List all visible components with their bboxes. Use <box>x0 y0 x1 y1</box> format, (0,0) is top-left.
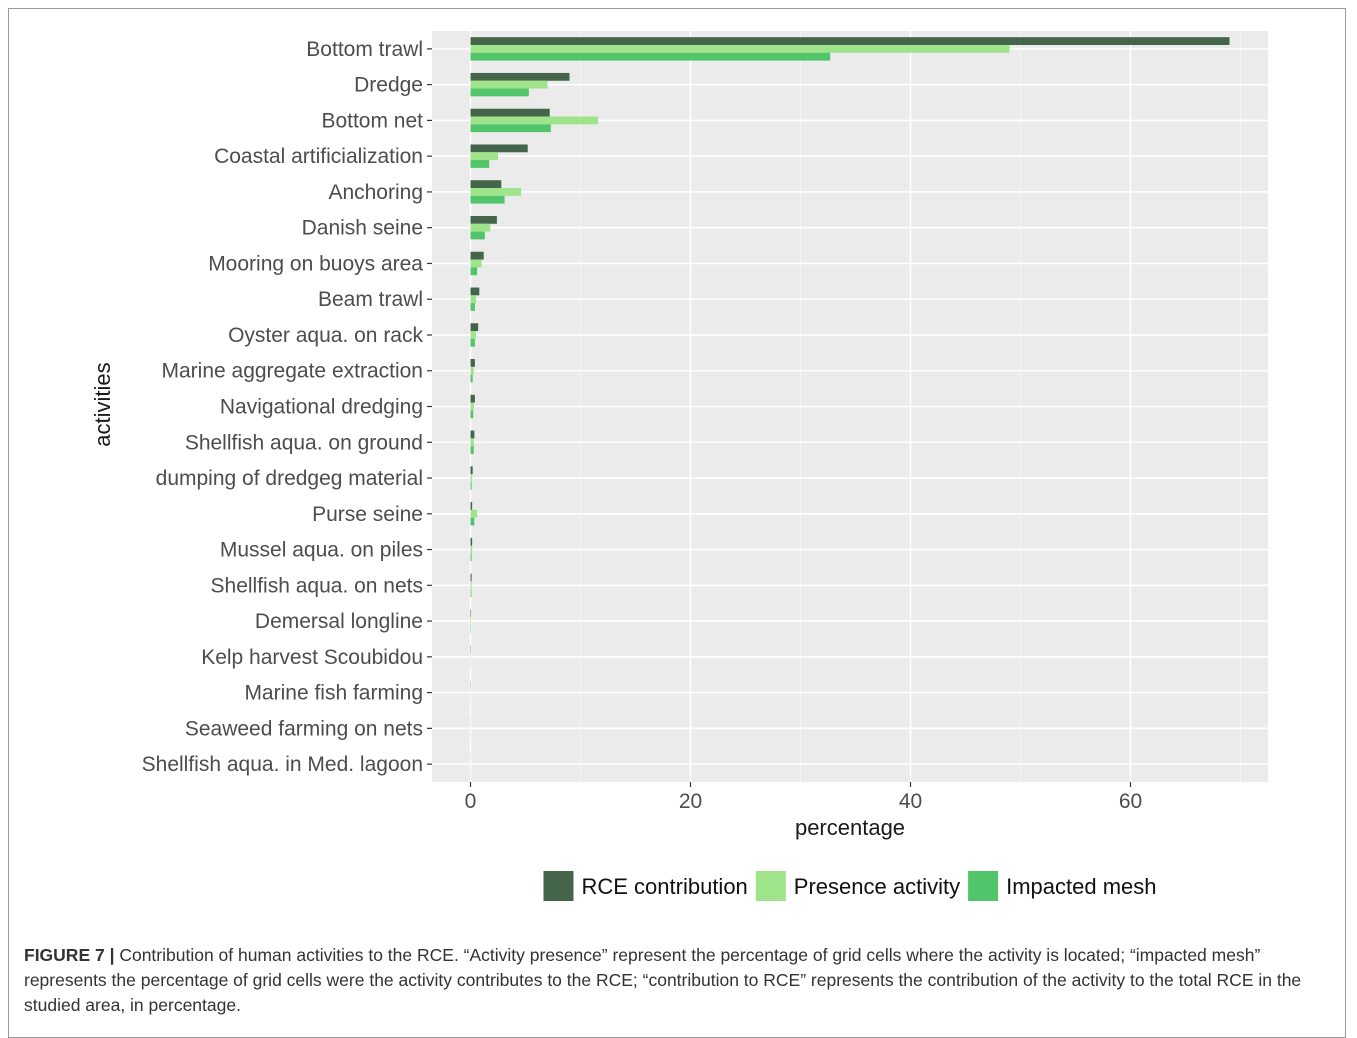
bar <box>471 395 475 403</box>
y-tick-label: dumping of dredgeg material <box>156 467 423 490</box>
figure-caption: FIGURE 7 | Contribution of human activit… <box>24 943 1329 1018</box>
x-axis-tick-labels: 0 20 40 60 <box>465 782 1143 813</box>
y-tick-label: Navigational dredging <box>220 396 423 419</box>
y-tick-label: Bottom net <box>321 109 423 132</box>
y-tick-label: Shellfish aqua. on ground <box>185 431 423 454</box>
y-tick-label: Anchoring <box>328 181 423 204</box>
bar <box>471 53 831 61</box>
bar <box>471 482 472 490</box>
legend-key <box>968 871 998 901</box>
bar <box>471 117 599 125</box>
bar <box>471 216 497 224</box>
bar <box>471 553 472 561</box>
bar <box>471 232 485 240</box>
y-tick-label: Danish seine <box>302 217 423 240</box>
y-tick-label: Mooring on buoys area <box>208 252 423 275</box>
bar <box>471 295 477 303</box>
y-tick-label: Seaweed farming on nets <box>185 717 423 740</box>
y-tick-label: Marine aggregate extraction <box>162 360 424 383</box>
y-tick-label: Coastal artificialization <box>214 145 423 168</box>
legend-key <box>543 871 573 901</box>
bar <box>471 617 472 625</box>
bar <box>471 431 475 439</box>
y-axis-title: activities <box>90 362 115 446</box>
bar <box>471 546 473 554</box>
x-axis-title: percentage <box>795 815 905 840</box>
bar-chart: Bottom trawl Dredge Bottom net Coastal arti… <box>0 0 1357 935</box>
y-tick-label: Purse seine <box>312 503 423 526</box>
bar <box>471 510 478 518</box>
bar <box>471 589 472 597</box>
caption-text: Contribution of human activities to the … <box>24 945 1301 1015</box>
bar <box>471 446 474 454</box>
bar <box>471 37 1230 45</box>
bar <box>471 152 499 160</box>
bar <box>471 502 473 510</box>
bar <box>471 188 522 196</box>
x-tick-label: 60 <box>1119 790 1142 813</box>
bar <box>471 581 472 589</box>
bar <box>471 288 480 296</box>
bar <box>471 367 474 375</box>
bar <box>471 224 491 232</box>
bar <box>471 518 475 526</box>
bar <box>471 609 472 617</box>
bar <box>471 45 1010 53</box>
y-tick-label: Kelp harvest Scoubidou <box>201 646 423 669</box>
y-tick-label: Bottom trawl <box>306 38 423 61</box>
bar <box>471 73 570 81</box>
y-axis-category-labels: Bottom trawl Dredge Bottom net Coastal arti… <box>142 38 432 776</box>
bar <box>471 331 477 339</box>
bar <box>471 196 505 204</box>
bar <box>471 438 474 446</box>
y-tick-label: Marine fish farming <box>244 682 423 705</box>
legend-label: Impacted mesh <box>1006 874 1156 899</box>
x-tick-label: 0 <box>465 790 477 813</box>
x-tick-label: 20 <box>679 790 702 813</box>
y-tick-label: Shellfish aqua. in Med. lagoon <box>142 753 423 776</box>
bar <box>471 339 475 347</box>
y-tick-label: Mussel aqua. on piles <box>220 539 423 562</box>
bar <box>471 252 484 260</box>
bar <box>471 124 551 132</box>
bar <box>471 267 478 275</box>
legend: RCE contribution Presence activity Impacte… <box>543 871 1156 901</box>
legend-key <box>756 871 786 901</box>
legend-label: Presence activity <box>794 874 960 899</box>
bar <box>471 260 482 268</box>
y-tick-label: Dredge <box>354 74 423 97</box>
y-tick-label: Beam trawl <box>318 288 423 311</box>
bar <box>471 375 473 383</box>
bar <box>471 574 472 582</box>
bar <box>471 89 529 97</box>
bar <box>471 359 475 367</box>
y-tick-label: Oyster aqua. on rack <box>228 324 423 347</box>
bar <box>471 160 490 168</box>
caption-label: FIGURE 7 | <box>24 945 114 965</box>
bar <box>471 410 474 418</box>
bar <box>471 144 528 152</box>
y-tick-label: Demersal longline <box>255 610 423 633</box>
bar <box>471 474 473 482</box>
bar <box>471 538 473 546</box>
bar <box>471 466 473 474</box>
bar <box>471 323 479 331</box>
legend-label: RCE contribution <box>581 874 747 899</box>
bar <box>471 403 474 411</box>
bar <box>471 303 475 311</box>
bar <box>471 180 502 188</box>
bar <box>471 81 548 89</box>
x-tick-label: 40 <box>899 790 922 813</box>
y-tick-label: Shellfish aqua. on nets <box>211 574 423 597</box>
bar <box>471 109 550 117</box>
